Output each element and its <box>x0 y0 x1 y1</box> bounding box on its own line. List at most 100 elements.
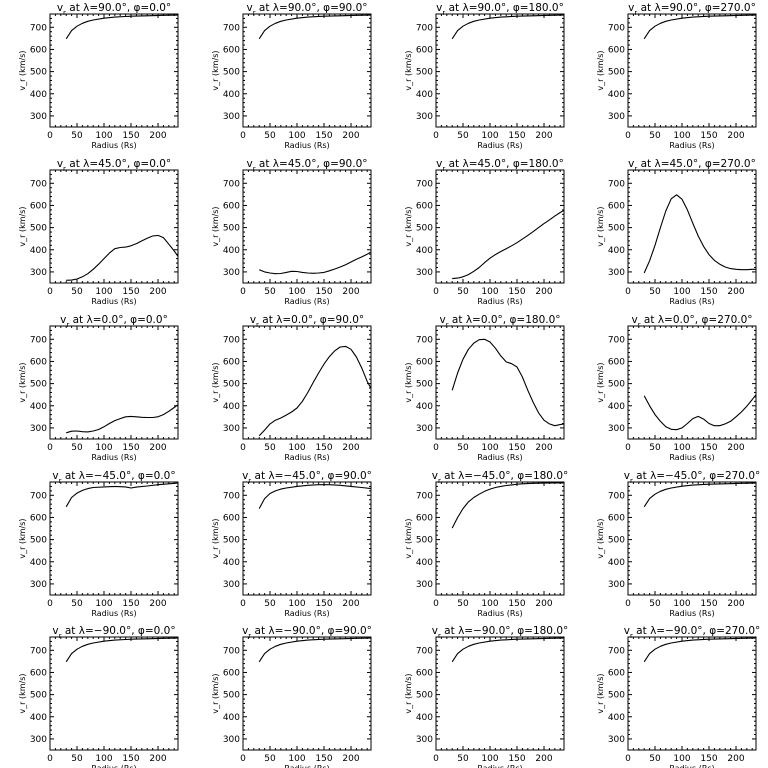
x-axis-label: Radius (Rs) <box>91 764 136 768</box>
x-tick-label: 50 <box>457 287 469 297</box>
x-axis-label: Radius (Rs) <box>477 764 522 768</box>
subplot: vr at λ=−45.0°, φ=180.0° 0 50 100 150 200 300 4… <box>404 470 568 618</box>
y-tick-label: 400 <box>223 558 240 568</box>
plot-frame <box>627 169 757 284</box>
plot-frame <box>435 13 565 128</box>
x-tick-label: 150 <box>122 287 139 297</box>
x-tick-label: 0 <box>47 287 53 297</box>
subplot: vr at λ=−90.0°, φ=0.0° 0 50 100 150 200 300 400… <box>18 625 179 768</box>
y-axis-label: v_r (km/s) <box>596 50 605 90</box>
x-axis-label: Radius (Rs) <box>477 609 522 618</box>
x-axis-label: Radius (Rs) <box>477 141 522 150</box>
subplot: vr at λ=45.0°, φ=0.0° 0 50 100 150 200 300 400 5… <box>18 158 179 306</box>
title-sub: r <box>253 9 256 17</box>
subplot: vr at λ=0.0°, φ=0.0° 0 50 100 150 200 300 400 50… <box>18 314 179 462</box>
subplot-title: vr at λ=90.0°, φ=0.0° <box>57 2 171 17</box>
y-tick-label: 700 <box>223 23 240 33</box>
subplot-title: vr at λ=−90.0°, φ=180.0° <box>432 625 569 640</box>
x-tick-label: 100 <box>673 754 690 764</box>
x-tick-label: 0 <box>625 754 631 764</box>
x-tick-label: 0 <box>240 599 246 609</box>
x-tick-label: 200 <box>149 443 166 453</box>
x-tick-label: 50 <box>457 131 469 141</box>
y-axis-label: v_r (km/s) <box>18 518 27 558</box>
title-lat: −45.0 <box>665 470 697 482</box>
title-var: v <box>436 2 442 14</box>
plot-frame <box>49 325 179 440</box>
velocity-curve <box>452 209 565 280</box>
title-sub: r <box>630 632 633 640</box>
y-tick-label: 700 <box>223 335 240 345</box>
title-lat: 45.0 <box>670 158 693 170</box>
y-tick-label: 700 <box>30 23 47 33</box>
x-tick-label: 150 <box>315 131 332 141</box>
y-tick-label: 600 <box>416 357 433 367</box>
title-sub: r <box>438 632 441 640</box>
title-lon: 270.0 <box>725 625 755 637</box>
y-tick-label: 500 <box>30 224 47 234</box>
y-tick-label: 300 <box>608 112 625 122</box>
title-lat: 0.0 <box>481 314 498 326</box>
subplot: vr at λ=90.0°, φ=180.0° 0 50 100 150 200 300 40… <box>404 2 565 150</box>
y-tick-label: 300 <box>416 268 433 278</box>
y-tick-label: 600 <box>30 513 47 523</box>
x-tick-label: 150 <box>508 287 525 297</box>
y-tick-label: 700 <box>608 335 625 345</box>
velocity-curve <box>65 637 179 663</box>
y-tick-label: 600 <box>608 668 625 678</box>
x-tick-label: 200 <box>535 131 552 141</box>
x-tick-label: 150 <box>315 287 332 297</box>
y-axis-label: v_r (km/s) <box>404 673 413 713</box>
y-tick-label: 600 <box>416 513 433 523</box>
title-lon: 270.0 <box>725 470 755 482</box>
y-tick-label: 700 <box>608 646 625 656</box>
title-var: v <box>57 158 63 170</box>
subplot: vr at λ=0.0°, φ=270.0° 0 50 100 150 200 300 400… <box>596 314 757 462</box>
title-var: v <box>57 2 63 14</box>
subplot-title: vr at λ=45.0°, φ=90.0° <box>246 158 367 173</box>
x-axis-label: Radius (Rs) <box>284 297 329 306</box>
y-tick-label: 400 <box>223 402 240 412</box>
x-tick-label: 50 <box>264 131 276 141</box>
x-tick-label: 100 <box>481 754 498 764</box>
y-tick-label: 400 <box>30 558 47 568</box>
y-tick-label: 500 <box>608 536 625 546</box>
y-tick-label: 300 <box>223 424 240 434</box>
title-var: v <box>250 314 256 326</box>
x-tick-label: 0 <box>240 754 246 764</box>
subplot-title: vr at λ=−45.0°, φ=180.0° <box>432 470 569 485</box>
title-lon: 0.0 <box>149 158 166 170</box>
y-tick-label: 700 <box>223 179 240 189</box>
title-lat: 45.0 <box>478 158 501 170</box>
subplot-title: vr at λ=0.0°, φ=0.0° <box>60 314 168 329</box>
subplot: vr at λ=90.0°, φ=270.0° 0 50 100 150 200 300 40… <box>596 2 757 150</box>
subplot-title: vr at λ=45.0°, φ=270.0° <box>628 158 756 173</box>
x-tick-label: 200 <box>342 443 359 453</box>
y-tick-label: 500 <box>416 691 433 701</box>
velocity-curve <box>258 484 372 509</box>
x-tick-label: 200 <box>535 443 552 453</box>
title-lat: 90.0 <box>98 2 121 14</box>
x-axis-label: Radius (Rs) <box>477 297 522 306</box>
y-axis-label: v_r (km/s) <box>596 206 605 246</box>
x-tick-label: 0 <box>433 131 439 141</box>
y-tick-label: 500 <box>30 380 47 390</box>
velocity-curve <box>451 637 565 663</box>
title-lon: 270.0 <box>721 158 751 170</box>
y-axis-label: v_r (km/s) <box>211 206 220 246</box>
title-var: v <box>242 470 248 482</box>
x-tick-label: 0 <box>433 599 439 609</box>
x-tick-label: 100 <box>673 131 690 141</box>
title-sub: r <box>438 477 441 485</box>
plot-frame <box>627 636 757 751</box>
y-tick-label: 300 <box>608 424 625 434</box>
x-tick-label: 100 <box>95 131 112 141</box>
y-tick-label: 400 <box>30 713 47 723</box>
y-tick-label: 700 <box>416 179 433 189</box>
y-tick-label: 400 <box>223 90 240 100</box>
title-lat: −45.0 <box>473 470 505 482</box>
y-tick-label: 300 <box>223 112 240 122</box>
y-tick-label: 500 <box>223 536 240 546</box>
x-tick-label: 200 <box>727 754 744 764</box>
y-tick-label: 600 <box>416 668 433 678</box>
